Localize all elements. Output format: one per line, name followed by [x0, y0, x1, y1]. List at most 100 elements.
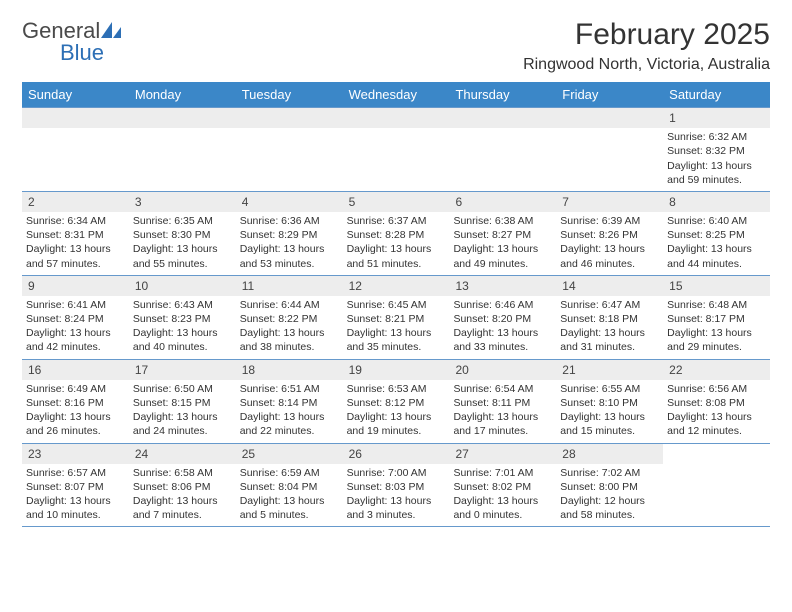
day-cell: 21 Sunrise: 6:55 AMSunset: 8:10 PMDayligh…	[556, 360, 663, 443]
sunset-text: Sunset: 8:04 PM	[240, 480, 339, 494]
day-cell: 2Sunrise: 6:34 AMSunset: 8:31 PMDaylight…	[22, 192, 129, 275]
day-number: 11	[236, 276, 343, 296]
day-cell: 11Sunrise: 6:44 AMSunset: 8:22 PMDayligh…	[236, 276, 343, 359]
sunrise-text: Sunrise: 6:58 AM	[133, 466, 232, 480]
day-cell: 24Sunrise: 6:58 AMSunset: 8:06 PMDayligh…	[129, 444, 236, 527]
week-row: 1Sunrise: 6:32 AMSunset: 8:32 PMDaylight…	[22, 107, 770, 191]
day-number: 2	[22, 192, 129, 212]
sunrise-text: Sunrise: 6:36 AM	[240, 214, 339, 228]
day-number	[556, 108, 663, 128]
daylight-text: Daylight: 13 hours and 5 minutes.	[240, 494, 339, 522]
daylight-text: Daylight: 13 hours and 15 minutes.	[560, 410, 659, 438]
day-header: Saturday	[663, 82, 770, 107]
daylight-text: Daylight: 13 hours and 46 minutes.	[560, 242, 659, 270]
day-number: 10	[129, 276, 236, 296]
sunrise-text: Sunrise: 6:44 AM	[240, 298, 339, 312]
sunrise-text: Sunrise: 6:56 AM	[667, 382, 766, 396]
sunset-text: Sunset: 8:25 PM	[667, 228, 766, 242]
day-number: 5	[343, 192, 450, 212]
month-title: February 2025	[523, 18, 770, 52]
day-number: 27	[449, 444, 556, 464]
day-number: 20	[449, 360, 556, 380]
day-header: Monday	[129, 82, 236, 107]
sunset-text: Sunset: 8:23 PM	[133, 312, 232, 326]
day-number: 16	[22, 360, 129, 380]
daylight-text: Daylight: 13 hours and 24 minutes.	[133, 410, 232, 438]
daylight-text: Daylight: 13 hours and 29 minutes.	[667, 326, 766, 354]
day-number: 18	[236, 360, 343, 380]
sunrise-text: Sunrise: 6:54 AM	[453, 382, 552, 396]
day-cell: 1Sunrise: 6:32 AMSunset: 8:32 PMDaylight…	[663, 108, 770, 191]
day-number: 22	[663, 360, 770, 380]
day-cell: 4Sunrise: 6:36 AMSunset: 8:29 PMDaylight…	[236, 192, 343, 275]
sunrise-text: Sunrise: 6:32 AM	[667, 130, 766, 144]
sunrise-text: Sunrise: 6:57 AM	[26, 466, 125, 480]
day-cell: 18 Sunrise: 6:51 AMSunset: 8:14 PMDayligh…	[236, 360, 343, 443]
daylight-text: Daylight: 13 hours and 3 minutes.	[347, 494, 446, 522]
day-number: 19	[343, 360, 450, 380]
day-header: Tuesday	[236, 82, 343, 107]
logo-text-blue: Blue	[60, 40, 104, 66]
day-cell: 28Sunrise: 7:02 AMSunset: 8:00 PMDayligh…	[556, 444, 663, 527]
daylight-text: Daylight: 13 hours and 44 minutes.	[667, 242, 766, 270]
day-number: 4	[236, 192, 343, 212]
day-cell: 25Sunrise: 6:59 AMSunset: 8:04 PMDayligh…	[236, 444, 343, 527]
day-number: 28	[556, 444, 663, 464]
sunrise-text: Sunrise: 6:59 AM	[240, 466, 339, 480]
sunrise-text: Sunrise: 6:41 AM	[26, 298, 125, 312]
header: GeneralBlue February 2025 Ringwood North…	[22, 18, 770, 74]
daylight-text: Daylight: 13 hours and 59 minutes.	[667, 159, 766, 187]
day-header-row: SundayMondayTuesdayWednesdayThursdayFrid…	[22, 82, 770, 107]
week-row: 2Sunrise: 6:34 AMSunset: 8:31 PMDaylight…	[22, 191, 770, 275]
day-number: 13	[449, 276, 556, 296]
sunset-text: Sunset: 8:10 PM	[560, 396, 659, 410]
daylight-text: Daylight: 13 hours and 35 minutes.	[347, 326, 446, 354]
sunrise-text: Sunrise: 6:34 AM	[26, 214, 125, 228]
day-number: 14	[556, 276, 663, 296]
sunset-text: Sunset: 8:24 PM	[26, 312, 125, 326]
day-cell	[449, 108, 556, 191]
day-cell: 20Sunrise: 6:54 AMSunset: 8:11 PMDayligh…	[449, 360, 556, 443]
day-cell: 23Sunrise: 6:57 AMSunset: 8:07 PMDayligh…	[22, 444, 129, 527]
day-cell: 17Sunrise: 6:50 AMSunset: 8:15 PMDayligh…	[129, 360, 236, 443]
day-cell: 12Sunrise: 6:45 AMSunset: 8:21 PMDayligh…	[343, 276, 450, 359]
daylight-text: Daylight: 13 hours and 40 minutes.	[133, 326, 232, 354]
daylight-text: Daylight: 13 hours and 26 minutes.	[26, 410, 125, 438]
sunrise-text: Sunrise: 6:48 AM	[667, 298, 766, 312]
day-number: 21	[556, 360, 663, 380]
day-cell	[129, 108, 236, 191]
daylight-text: Daylight: 13 hours and 38 minutes.	[240, 326, 339, 354]
sunrise-text: Sunrise: 6:51 AM	[240, 382, 339, 396]
day-cell: 3Sunrise: 6:35 AMSunset: 8:30 PMDaylight…	[129, 192, 236, 275]
sunset-text: Sunset: 8:14 PM	[240, 396, 339, 410]
sunset-text: Sunset: 8:00 PM	[560, 480, 659, 494]
day-number: 9	[22, 276, 129, 296]
sunset-text: Sunset: 8:11 PM	[453, 396, 552, 410]
daylight-text: Daylight: 13 hours and 10 minutes.	[26, 494, 125, 522]
day-cell: 27Sunrise: 7:01 AMSunset: 8:02 PMDayligh…	[449, 444, 556, 527]
day-cell	[22, 108, 129, 191]
day-number: 1	[663, 108, 770, 128]
sunset-text: Sunset: 8:21 PM	[347, 312, 446, 326]
calendar: SundayMondayTuesdayWednesdayThursdayFrid…	[22, 82, 770, 527]
day-header: Sunday	[22, 82, 129, 107]
daylight-text: Daylight: 13 hours and 22 minutes.	[240, 410, 339, 438]
day-cell	[236, 108, 343, 191]
sunrise-text: Sunrise: 6:53 AM	[347, 382, 446, 396]
day-cell: 9 Sunrise: 6:41 AMSunset: 8:24 PMDaylight…	[22, 276, 129, 359]
logo: GeneralBlue	[22, 18, 124, 66]
day-header: Thursday	[449, 82, 556, 107]
day-number	[129, 108, 236, 128]
sunset-text: Sunset: 8:08 PM	[667, 396, 766, 410]
sunset-text: Sunset: 8:12 PM	[347, 396, 446, 410]
sunrise-text: Sunrise: 6:46 AM	[453, 298, 552, 312]
day-number	[22, 108, 129, 128]
daylight-text: Daylight: 13 hours and 42 minutes.	[26, 326, 125, 354]
week-row: 23Sunrise: 6:57 AMSunset: 8:07 PMDayligh…	[22, 443, 770, 528]
sunrise-text: Sunrise: 6:39 AM	[560, 214, 659, 228]
sunrise-text: Sunrise: 6:55 AM	[560, 382, 659, 396]
day-cell: 13Sunrise: 6:46 AMSunset: 8:20 PMDayligh…	[449, 276, 556, 359]
sunset-text: Sunset: 8:03 PM	[347, 480, 446, 494]
daylight-text: Daylight: 13 hours and 57 minutes.	[26, 242, 125, 270]
sunrise-text: Sunrise: 6:47 AM	[560, 298, 659, 312]
